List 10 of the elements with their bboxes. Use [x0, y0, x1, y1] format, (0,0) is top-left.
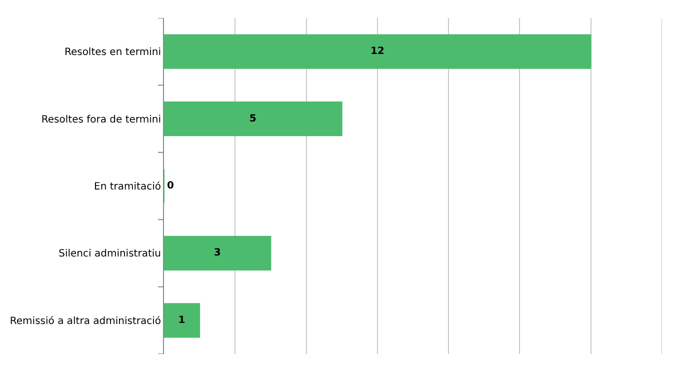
- data-label: 12: [370, 46, 384, 58]
- data-label: 3: [214, 248, 221, 259]
- y-tick-label: Silenci administratiu: [58, 248, 161, 260]
- y-tick-label: Resoltes en termini: [64, 47, 161, 58]
- y-tick-label: Resoltes fora de termini: [41, 114, 161, 126]
- data-label: 1: [178, 314, 186, 326]
- y-tick-label: Remissió a altra administració: [10, 316, 161, 327]
- data-label: 5: [249, 113, 256, 124]
- y-tick-label: En tramitació: [94, 182, 161, 192]
- data-label: 0: [167, 180, 174, 192]
